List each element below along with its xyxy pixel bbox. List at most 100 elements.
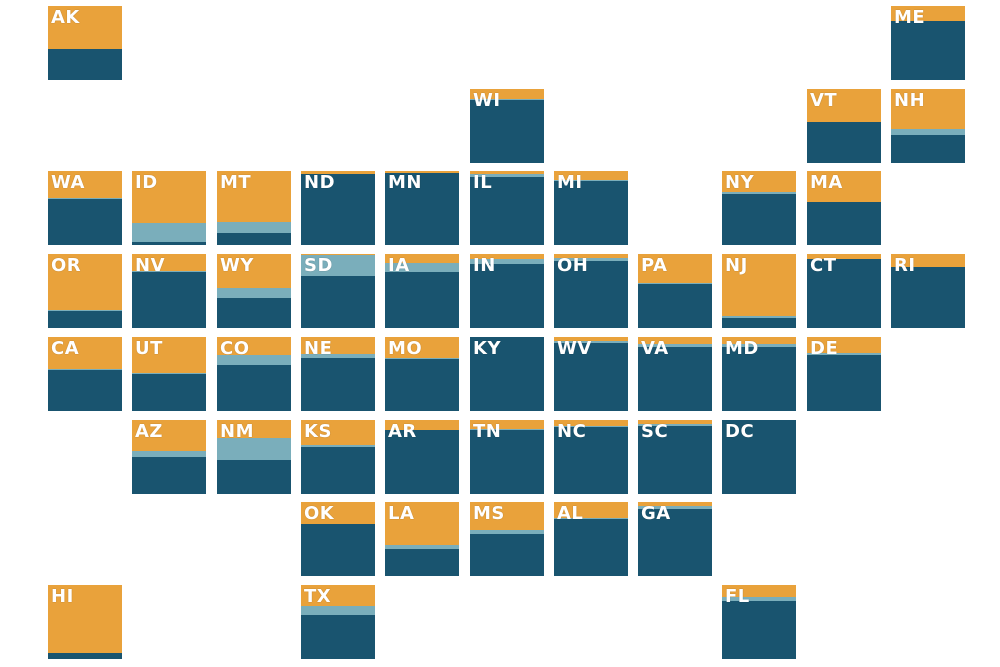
state-label: IN [473, 255, 496, 276]
state-tile-tx: TX [301, 585, 375, 659]
state-label: KS [304, 421, 332, 442]
segment-bottom [722, 601, 796, 659]
segment-top [301, 502, 375, 525]
segment-middle [807, 353, 881, 355]
segment-bottom [385, 430, 459, 494]
state-tile-nc: NC [554, 420, 628, 494]
segment-bottom [385, 173, 459, 245]
segment-bottom [722, 420, 796, 494]
state-label: DC [725, 421, 755, 442]
segment-top [217, 254, 291, 289]
segment-top [301, 337, 375, 355]
segment-bottom [301, 173, 375, 245]
state-label: AK [51, 7, 80, 28]
state-label: TN [473, 421, 502, 442]
state-tile-md: MD [722, 337, 796, 411]
state-label: AZ [135, 421, 163, 442]
state-label: FL [725, 586, 750, 607]
segment-bottom [301, 357, 375, 411]
state-tile-ny: NY [722, 171, 796, 245]
segment-bottom [554, 342, 628, 411]
segment-middle [301, 354, 375, 358]
state-label: NH [894, 90, 926, 111]
state-tile-tn: TN [470, 420, 544, 494]
state-label: WA [51, 172, 85, 193]
state-tile-mt: MT [217, 171, 291, 245]
segment-top [722, 585, 796, 597]
segment-middle [385, 544, 459, 549]
segment-top [722, 254, 796, 317]
segment-top [891, 6, 965, 21]
segment-top [722, 337, 796, 344]
segment-middle [554, 425, 628, 428]
segment-bottom [722, 347, 796, 411]
segment-bottom [470, 430, 544, 494]
segment-top [554, 171, 628, 180]
segment-middle [217, 222, 291, 234]
state-tile-mn: MN [385, 171, 459, 245]
segment-bottom [554, 260, 628, 328]
state-tile-ar: AR [385, 420, 459, 494]
segment-top [48, 337, 122, 369]
segment-bottom [470, 99, 544, 163]
state-tile-or: OR [48, 254, 122, 328]
segment-middle [217, 288, 291, 299]
state-label: WY [220, 255, 254, 276]
state-tile-ms: MS [470, 502, 544, 576]
segment-top [301, 420, 375, 446]
state-label: OK [304, 503, 335, 524]
segment-top [807, 89, 881, 122]
segment-top [217, 171, 291, 223]
segment-middle [470, 428, 544, 431]
segment-top [807, 337, 881, 354]
state-tile-ca: CA [48, 337, 122, 411]
state-tile-ks: KS [301, 420, 375, 494]
segment-bottom [48, 653, 122, 659]
state-label: NJ [725, 255, 748, 276]
segment-middle [722, 596, 796, 602]
segment-top [554, 337, 628, 342]
state-tile-in: IN [470, 254, 544, 328]
segment-bottom [48, 198, 122, 245]
segment-bottom [891, 267, 965, 328]
state-tile-nd: ND [301, 171, 375, 245]
state-label: VT [810, 90, 838, 111]
state-tile-ut: UT [132, 337, 206, 411]
segment-middle [554, 341, 628, 343]
segment-top [48, 171, 122, 198]
state-label: NY [725, 172, 755, 193]
segment-top [217, 420, 291, 438]
segment-bottom [554, 427, 628, 494]
segment-bottom [722, 193, 796, 245]
state-label: MD [725, 338, 759, 359]
segment-top [132, 337, 206, 373]
state-tile-mo: MO [385, 337, 459, 411]
segment-top [217, 337, 291, 355]
segment-middle [470, 98, 544, 100]
segment-bottom [217, 459, 291, 494]
segment-top [470, 171, 544, 174]
state-label: MT [220, 172, 252, 193]
segment-middle [301, 445, 375, 447]
segment-top [638, 337, 712, 345]
state-label: SD [304, 255, 333, 276]
state-tile-wa: WA [48, 171, 122, 245]
segment-bottom [301, 614, 375, 659]
segment-middle [638, 424, 712, 426]
state-label: GA [641, 503, 671, 524]
segment-bottom [807, 121, 881, 163]
segment-middle [385, 357, 459, 360]
segment-bottom [217, 298, 291, 328]
segment-bottom [891, 20, 965, 80]
segment-bottom [132, 374, 206, 411]
segment-top [470, 502, 544, 531]
state-label: LA [388, 503, 415, 524]
state-label: MI [557, 172, 583, 193]
segment-bottom [385, 548, 459, 576]
segment-middle [132, 222, 206, 243]
segment-middle [132, 271, 206, 272]
segment-top [48, 585, 122, 654]
state-label: WV [557, 338, 592, 359]
segment-bottom [807, 354, 881, 411]
segment-top [807, 254, 881, 260]
